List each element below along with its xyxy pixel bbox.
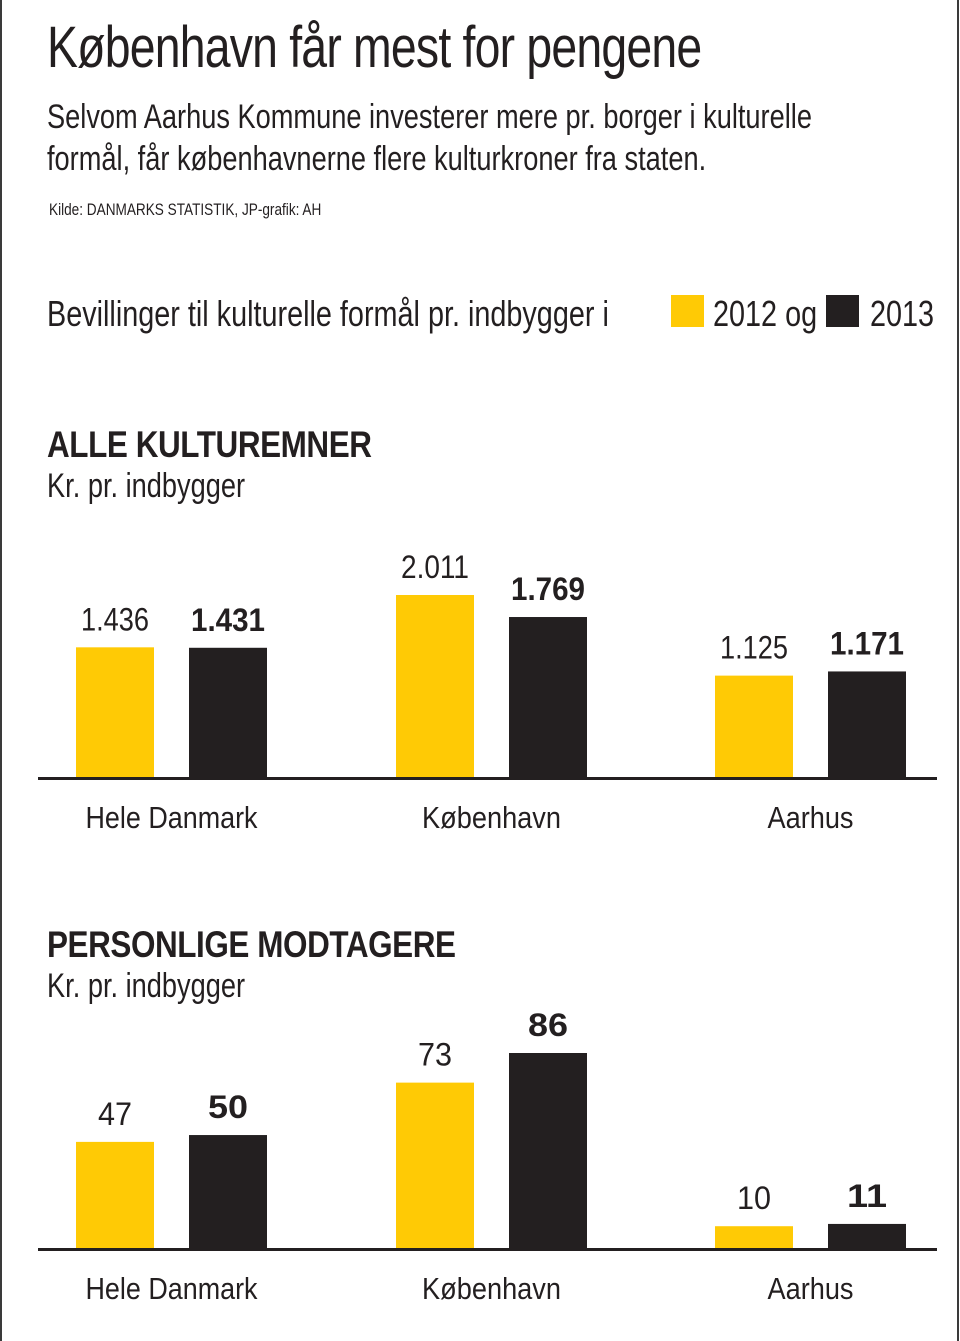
value-label-2012-2: 1.125	[720, 630, 788, 666]
category-label-2: Aarhus	[768, 1271, 854, 1306]
subtitle-line-2: formål, får københavnerne flere kulturkr…	[47, 140, 707, 178]
category-label-2: Aarhus	[768, 800, 854, 835]
frame-right-border	[957, 0, 959, 1341]
bar-2013-kobenhavn	[509, 617, 587, 778]
value-label-2013-1: 86	[528, 1007, 568, 1043]
legend-swatch-2012	[671, 295, 704, 327]
value-label-2013-0: 50	[208, 1089, 248, 1125]
x-axis-baseline	[38, 777, 937, 780]
value-label-2013-2: 11	[847, 1178, 887, 1214]
category-label-1: København	[422, 800, 561, 835]
chart1-title: ALLE KULTUREMNER	[47, 424, 372, 465]
category-label-0: Hele Danmark	[86, 800, 258, 835]
frame-left-border	[0, 0, 2, 1341]
bar-2013-aarhus	[828, 1223, 906, 1249]
chart2-title: PERSONLIGE MODTAGERE	[47, 924, 456, 965]
bar-2013-aarhus	[828, 671, 906, 778]
legend-label-2013: 2013	[870, 293, 935, 334]
legend-label-2012: 2012 og	[713, 293, 818, 334]
value-label-2012-1: 73	[418, 1037, 452, 1073]
bar-2012-aarhus	[715, 1226, 793, 1249]
bar-2012-aarhus	[715, 675, 793, 778]
bar-2013-hele-danmark	[189, 647, 267, 778]
bar-2012-hele-danmark	[76, 1141, 154, 1249]
chart2-unit-label: Kr. pr. indbygger	[47, 967, 246, 1005]
value-label-2013-0: 1.431	[191, 602, 265, 638]
category-label-1: København	[422, 1271, 561, 1306]
bar-2012-kobenhavn	[396, 1082, 474, 1249]
chart1-unit-label: Kr. pr. indbygger	[47, 467, 246, 505]
value-label-2012-0: 47	[98, 1096, 132, 1132]
chart-personlige-modtagere: 47 50 Hele Danmark 73 86 København 10 11 Aarhus	[38, 1007, 937, 1306]
legend-text: Bevillinger til kulturelle formål pr. in…	[47, 293, 609, 334]
value-label-2012-1: 2.011	[401, 549, 469, 585]
page-title: København får mest for pengene	[47, 15, 702, 80]
category-label-0: Hele Danmark	[86, 1271, 258, 1306]
x-axis-baseline	[38, 1248, 937, 1251]
value-label-2013-2: 1.171	[830, 625, 904, 661]
bar-2013-kobenhavn	[509, 1053, 587, 1249]
value-label-2012-0: 1.436	[81, 601, 149, 637]
legend-swatch-2013	[826, 295, 859, 327]
bar-2013-hele-danmark	[189, 1135, 267, 1249]
subtitle-line-1: Selvom Aarhus Kommune investerer mere pr…	[47, 98, 812, 136]
bar-2012-hele-danmark	[76, 647, 154, 778]
source-credit: Kilde: DANMARKS STATISTIK, JP-grafik: AH	[49, 200, 322, 219]
bar-2012-kobenhavn	[396, 595, 474, 778]
value-label-2013-1: 1.769	[511, 571, 585, 607]
value-label-2012-2: 10	[737, 1180, 771, 1216]
chart-alle-kulturemner: 1.436 1.431 Hele Danmark 2.011 1.769 Københav…	[38, 549, 937, 835]
